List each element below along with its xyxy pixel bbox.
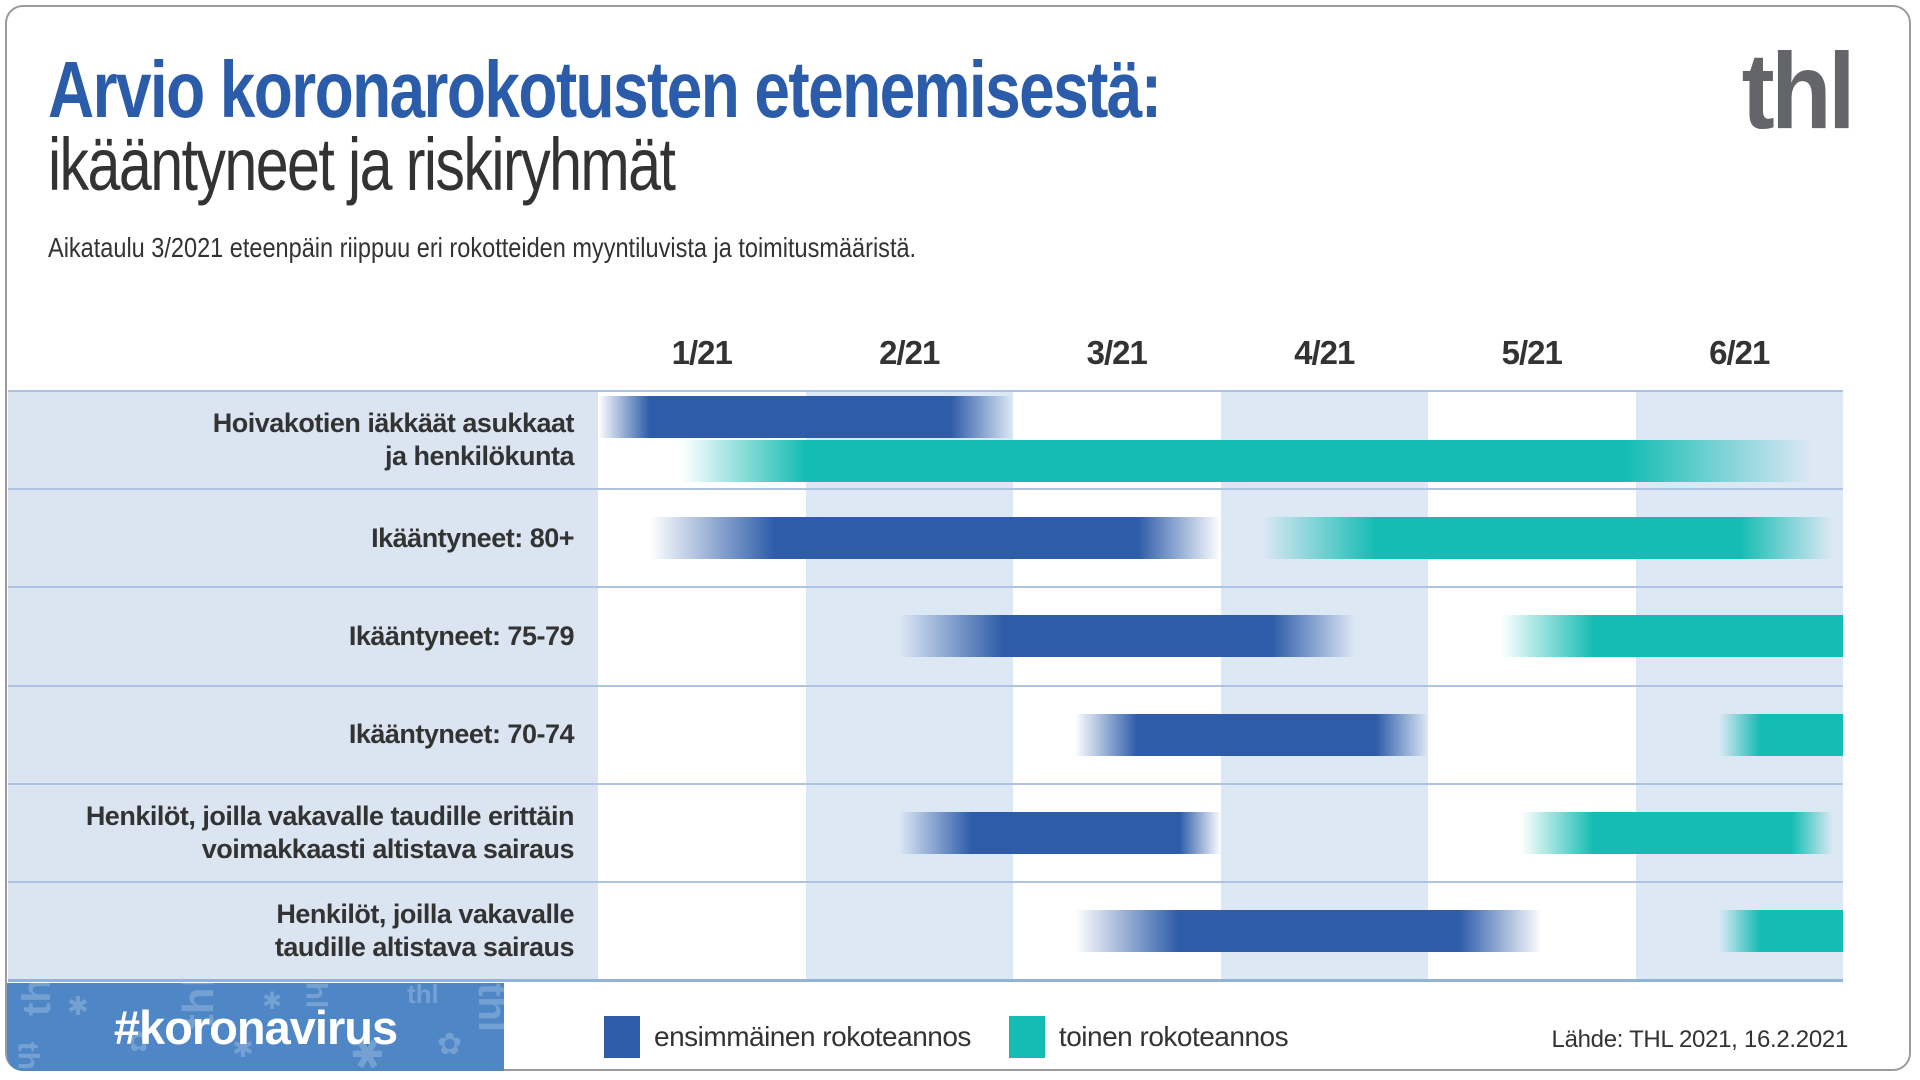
thl-watermark: thl: [407, 983, 439, 1009]
row-plot: [598, 490, 1843, 586]
flower-icon: ✱: [232, 1033, 254, 1063]
first-dose-bar: [898, 615, 1356, 658]
source-text: Lähde: THL 2021, 16.2.2021: [1551, 1026, 1849, 1053]
group-row: Ikääntyneet: 80+: [8, 488, 1843, 587]
hashtag-text: #koronavirus: [113, 1000, 398, 1054]
row-plot: [598, 883, 1843, 979]
flower-icon: ✿: [127, 1026, 151, 1057]
first-dose-bar: [898, 811, 1221, 854]
group-row: Hoivakotien iäkkäät asukkaat ja henkilöku…: [8, 392, 1843, 489]
row-plot: [598, 392, 1843, 488]
first-dose-swatch: [604, 1016, 640, 1058]
first-dose-bar: [649, 517, 1221, 560]
thl-watermark: thl: [11, 1041, 45, 1071]
row-plot: [598, 687, 1843, 783]
second-dose-bar: [1718, 713, 1843, 756]
second-dose-bar: [1262, 517, 1833, 560]
thl-logo: thl: [1741, 30, 1856, 151]
page-title: Arvio koronarokotusten etenemisestä:: [48, 45, 1162, 134]
group-row: Ikääntyneet: 75-79: [8, 586, 1843, 685]
second-dose-bar: [1521, 811, 1833, 854]
row-label: Henkilöt, joilla vakavalle taudille altis…: [8, 882, 598, 980]
second-dose-label: toinen rokoteannos: [1058, 1021, 1289, 1052]
second-dose-swatch: [1008, 1016, 1045, 1058]
legend-item-second-dose: toinen rokoteannos: [1008, 1016, 1289, 1058]
legend-item-first-dose: ensimmäinen rokoteannos: [604, 1016, 971, 1058]
flower-icon: ✱: [262, 988, 283, 1015]
row-label: Ikääntyneet: 70-74: [8, 686, 598, 783]
row-plot: [598, 588, 1843, 684]
month-label-5-21: 5/21: [1501, 334, 1563, 371]
group-row: Henkilöt, joilla vakavalle taudille altis…: [8, 880, 1843, 980]
flower-icon: ✱: [67, 991, 89, 1021]
second-dose-bar: [1718, 909, 1843, 952]
row-plot: [598, 785, 1843, 881]
group-row: Ikääntyneet: 70-74: [8, 684, 1843, 783]
hashtag-banner: #koronavirus thl ✱ thl ✿ thl ✱ thl ✱ thl ✿ thl ✱: [7, 983, 504, 1071]
second-dose-bar: [1500, 615, 1843, 658]
group-row: Henkilöt, joilla vakavalle taudille erit…: [8, 782, 1843, 881]
row-label: Henkilöt, joilla vakavalle taudille erit…: [8, 784, 598, 881]
month-label-6-21: 6/21: [1709, 334, 1770, 371]
first-dose-bar: [1075, 909, 1543, 952]
gantt-table: Hoivakotien iäkkäät asukkaat ja henkilöku…: [8, 390, 1843, 982]
thl-watermark: thl: [469, 983, 504, 1032]
timeline-disclaimer: Aikataulu 3/2021 eteenpäin riippuu eri r…: [48, 232, 917, 263]
month-label-4-21: 4/21: [1294, 334, 1355, 371]
flower-icon: ✿: [437, 1028, 463, 1061]
row-label: Ikääntyneet: 80+: [8, 490, 598, 587]
month-label-1-21: 1/21: [671, 334, 733, 371]
first-dose-bar: [598, 396, 1013, 438]
legend: ensimmäinen rokoteannos toinen rokoteann…: [604, 1016, 1289, 1058]
page-subtitle-line: ikääntyneet ja riskiryhmät: [48, 123, 676, 206]
row-label: Hoivakotien iäkkäät asukkaat ja henkilöku…: [8, 392, 598, 489]
month-axis: 1/21 2/21 3/21 4/21 5/21 6/21: [598, 334, 1843, 386]
second-dose-bar: [681, 440, 1812, 482]
first-dose-label: ensimmäinen rokoteannos: [654, 1021, 971, 1052]
first-dose-bar: [1075, 713, 1428, 756]
row-label: Ikääntyneet: 75-79: [8, 588, 598, 685]
month-label-2-21: 2/21: [879, 334, 940, 371]
thl-watermark: thl: [14, 983, 59, 1016]
month-label-3-21: 3/21: [1086, 334, 1148, 371]
